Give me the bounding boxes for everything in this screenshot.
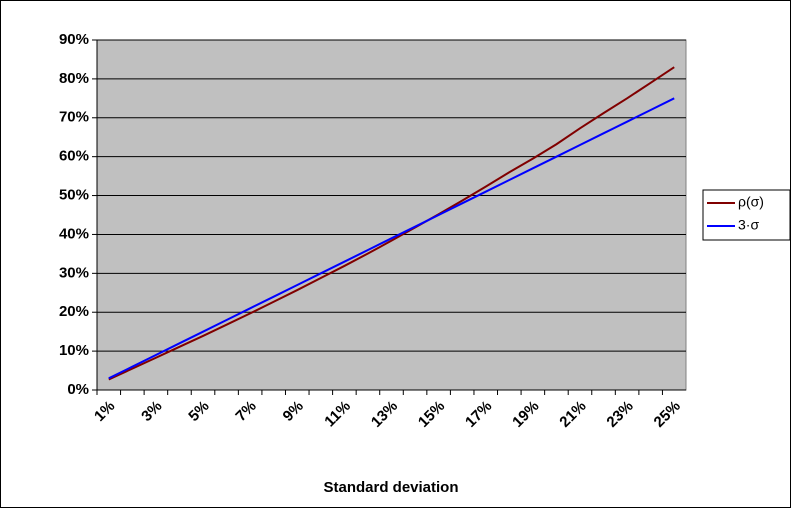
x-axis-label: Standard deviation [323, 479, 458, 496]
legend-label: ρ(σ) [738, 194, 764, 210]
y-tick-label: 30% [59, 264, 89, 281]
legend [702, 189, 791, 241]
y-tick-label: 50% [59, 187, 89, 204]
series-line [108, 66, 675, 381]
y-tick-label: 0% [67, 381, 89, 398]
y-tick-label: 60% [59, 148, 89, 165]
series-line [108, 97, 675, 380]
y-tick-label: 80% [59, 70, 89, 87]
y-tick-label: 10% [59, 342, 89, 359]
y-tick-label: 20% [59, 303, 89, 320]
plot-area [96, 39, 687, 391]
y-tick-label: 90% [59, 31, 89, 48]
y-tick-label: 40% [59, 225, 89, 242]
y-tick-label: 70% [59, 109, 89, 126]
legend-label: 3·σ [738, 217, 759, 233]
